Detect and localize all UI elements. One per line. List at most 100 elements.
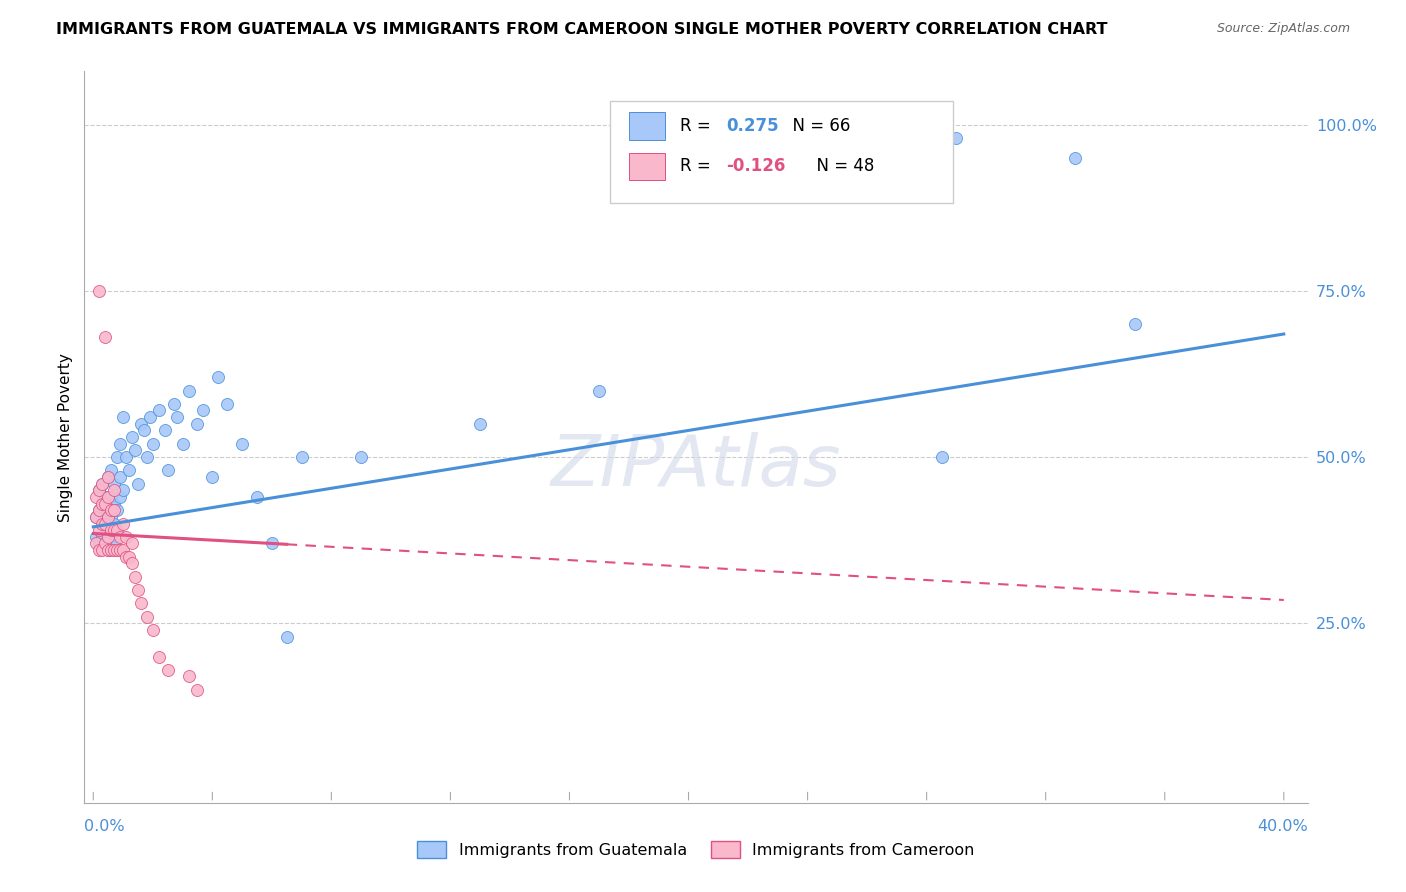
Point	[84, 509, 107, 524]
Point	[97, 543, 120, 558]
Point	[97, 470, 120, 484]
Point	[91, 516, 114, 531]
Text: N = 66: N = 66	[782, 117, 851, 136]
Point	[163, 397, 186, 411]
Point	[94, 490, 117, 504]
Point	[97, 523, 120, 537]
Point	[112, 483, 135, 498]
Point	[91, 476, 114, 491]
Point	[84, 490, 107, 504]
Point	[103, 536, 125, 550]
Point	[231, 436, 253, 450]
Point	[156, 463, 179, 477]
Text: 40.0%: 40.0%	[1257, 820, 1308, 834]
Point	[470, 417, 492, 431]
Point	[260, 536, 283, 550]
Point	[118, 549, 141, 564]
Point	[350, 450, 373, 464]
Point	[127, 582, 149, 597]
Point	[142, 436, 165, 450]
Point	[108, 470, 131, 484]
Point	[97, 509, 120, 524]
Point	[186, 417, 208, 431]
Point	[1123, 317, 1146, 331]
Point	[94, 330, 117, 344]
Point	[103, 476, 125, 491]
Point	[129, 596, 152, 610]
Point	[105, 503, 128, 517]
Point	[135, 450, 157, 464]
Text: R =: R =	[681, 117, 716, 136]
Point	[246, 490, 269, 504]
Point	[91, 497, 114, 511]
Point	[97, 530, 120, 544]
Point	[100, 503, 122, 517]
Point	[89, 503, 111, 517]
Point	[121, 536, 143, 550]
Point	[100, 530, 122, 544]
Point	[89, 284, 111, 298]
Text: R =: R =	[681, 158, 716, 176]
Point	[89, 503, 111, 517]
Text: 0.275: 0.275	[727, 117, 779, 136]
Point	[84, 509, 107, 524]
Point	[103, 543, 125, 558]
Bar	[628, 112, 665, 140]
Point	[97, 490, 120, 504]
Point	[103, 483, 125, 498]
Point	[108, 436, 131, 450]
Point	[108, 490, 131, 504]
Point	[84, 530, 107, 544]
Point	[588, 384, 610, 398]
Point	[139, 410, 162, 425]
Point	[91, 516, 114, 531]
Point	[166, 410, 188, 425]
Point	[108, 543, 131, 558]
Legend: Immigrants from Guatemala, Immigrants from Cameroon: Immigrants from Guatemala, Immigrants fr…	[411, 835, 981, 864]
Point	[100, 490, 122, 504]
Point	[121, 557, 143, 571]
Point	[207, 370, 229, 384]
Point	[115, 530, 138, 544]
Point	[148, 403, 170, 417]
Point	[291, 450, 314, 464]
Point	[148, 649, 170, 664]
Point	[94, 509, 117, 524]
Point	[97, 543, 120, 558]
Point	[97, 503, 120, 517]
Point	[103, 497, 125, 511]
Point	[91, 497, 114, 511]
Point	[172, 436, 194, 450]
Point	[177, 669, 200, 683]
Point	[945, 131, 967, 145]
Point	[112, 410, 135, 425]
Point	[97, 490, 120, 504]
Point	[89, 543, 111, 558]
Text: 0.0%: 0.0%	[84, 820, 125, 834]
Point	[115, 549, 138, 564]
Point	[931, 450, 953, 464]
Point	[100, 543, 122, 558]
Point	[118, 463, 141, 477]
Point	[127, 476, 149, 491]
Point	[121, 430, 143, 444]
Point	[105, 450, 128, 464]
Point	[103, 523, 125, 537]
Point	[124, 570, 146, 584]
Text: N = 48: N = 48	[806, 158, 875, 176]
Point	[129, 417, 152, 431]
Text: -0.126: -0.126	[727, 158, 786, 176]
Point	[94, 536, 117, 550]
Point	[89, 523, 111, 537]
Point	[112, 543, 135, 558]
Point	[91, 530, 114, 544]
Point	[1064, 151, 1087, 165]
Point	[142, 623, 165, 637]
Point	[94, 516, 117, 531]
Point	[89, 536, 111, 550]
Text: Source: ZipAtlas.com: Source: ZipAtlas.com	[1216, 22, 1350, 36]
Bar	[628, 153, 665, 180]
Y-axis label: Single Mother Poverty: Single Mother Poverty	[58, 352, 73, 522]
Point	[201, 470, 224, 484]
Point	[193, 403, 215, 417]
